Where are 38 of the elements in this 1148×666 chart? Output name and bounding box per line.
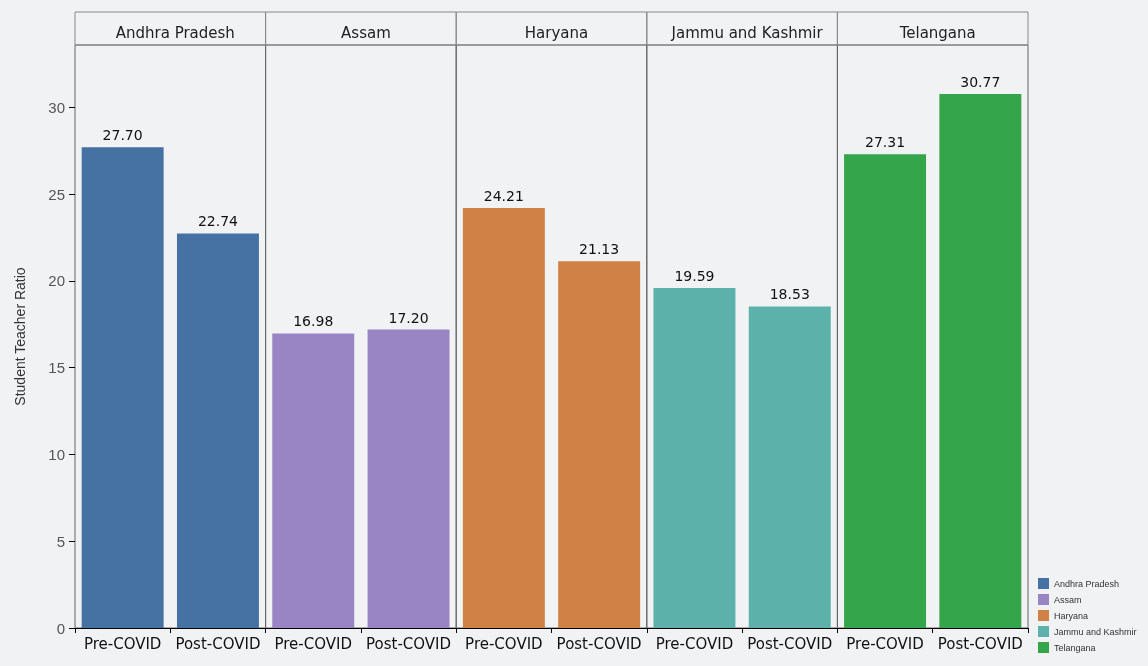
x-tick-label: Pre-COVID bbox=[655, 634, 734, 653]
data-label: 18.53 bbox=[769, 286, 810, 303]
x-tick-label: Post-COVID bbox=[747, 634, 833, 653]
y-axis-title: Student Teacher Ratio bbox=[12, 267, 28, 406]
y-tick-label: 30 bbox=[48, 98, 65, 116]
data-label: 22.74 bbox=[197, 213, 239, 230]
x-tick-label: Pre-COVID bbox=[274, 634, 353, 653]
data-label: 19.59 bbox=[674, 268, 715, 285]
x-tick-label: Post-COVID bbox=[366, 634, 452, 653]
chart-title: Telangana bbox=[898, 23, 976, 42]
data-label: 21.13 bbox=[579, 241, 620, 258]
chart-title: Assam bbox=[341, 23, 391, 42]
x-tick-label: Pre-COVID bbox=[846, 634, 924, 653]
legend-label: Telangana bbox=[1054, 642, 1096, 653]
y-tick-label: 10 bbox=[48, 445, 65, 463]
data-label: 30.77 bbox=[960, 74, 1001, 91]
legend-label: Jammu and Kashmir bbox=[1054, 626, 1137, 637]
x-tick-label: Pre-COVID bbox=[465, 634, 543, 653]
legend-label: Andhra Pradesh bbox=[1054, 578, 1120, 589]
data-label: 17.20 bbox=[388, 309, 429, 326]
y-tick-label: 5 bbox=[56, 532, 65, 550]
x-tick-label: Post-COVID bbox=[175, 634, 261, 653]
data-label: 27.70 bbox=[102, 127, 143, 144]
chart-title: Andhra Pradesh bbox=[115, 23, 235, 42]
y-tick-label: 15 bbox=[48, 359, 65, 377]
y-tick-label: 25 bbox=[48, 185, 65, 203]
data-label: 16.98 bbox=[293, 313, 334, 330]
data-label: 27.31 bbox=[865, 134, 906, 151]
y-tick-label: 0 bbox=[56, 619, 65, 637]
legend-label: Haryana bbox=[1054, 610, 1089, 621]
chart-title: Jammu and Kashmir bbox=[670, 23, 824, 42]
x-tick-label: Post-COVID bbox=[556, 634, 642, 653]
chart-title: Haryana bbox=[524, 23, 589, 42]
x-tick-label: Pre-COVID bbox=[83, 634, 162, 653]
legend-label: Assam bbox=[1054, 594, 1082, 605]
data-label: 24.21 bbox=[483, 187, 524, 204]
x-tick-label: Post-COVID bbox=[937, 634, 1023, 653]
y-tick-label: 20 bbox=[48, 272, 65, 290]
